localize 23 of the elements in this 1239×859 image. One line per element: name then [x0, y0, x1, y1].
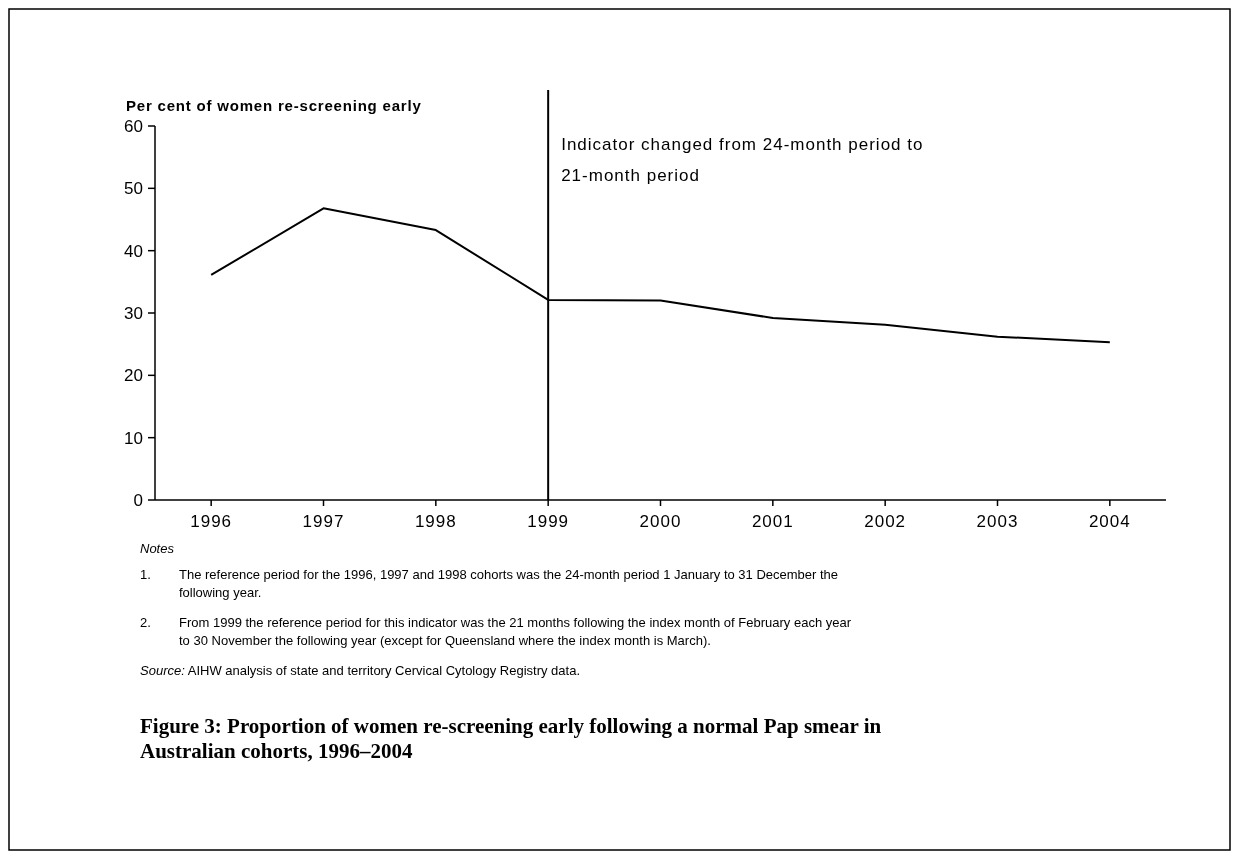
text: Figure 3: Proportion of women re-screening early following a normal Pap smear in Australian cohorts, 1996–2004 [140, 714, 882, 763]
y-tick-label: 40 [124, 241, 143, 261]
text: 2. From 1999 the reference period for this indicator was the 21 months following the index month of February each year to 30 November the following year (except for Queensland where the index month is March). [140, 615, 852, 648]
y-tick-label: 60 [124, 116, 143, 136]
source-note: Source: AIHW analysis of state and territory Cervical Cytology Registry data. [140, 663, 581, 678]
y-axis-title: Per cent of women re-screening early [126, 97, 422, 114]
x-tick-label: 2002 [864, 512, 907, 531]
y-tick-label: 20 [124, 366, 143, 386]
x-tick-label: 1999 [527, 512, 570, 531]
y-tick-label: 50 [124, 179, 143, 199]
x-tick-label: 2004 [1088, 512, 1131, 531]
y-tick-label: 10 [124, 428, 143, 448]
text: 1. The reference period for the 1996, 1997 and 1998 cohorts was the 24-month period 1 January to 31 December the following year. [140, 567, 839, 600]
x-tick-label: 1998 [414, 512, 457, 531]
x-tick-label: 2003 [976, 512, 1019, 531]
ref-line-label: Indicator changed from 24-month period to 21-month period [561, 135, 924, 185]
x-tick-label: 2001 [751, 512, 794, 531]
x-tick-label: 2000 [639, 512, 682, 531]
x-tick-label: 1996 [190, 512, 233, 531]
text: Notes [140, 541, 175, 556]
y-tick-label: 0 [133, 490, 143, 510]
x-tick-label: 1997 [302, 512, 345, 531]
y-tick-label: 30 [124, 303, 143, 323]
